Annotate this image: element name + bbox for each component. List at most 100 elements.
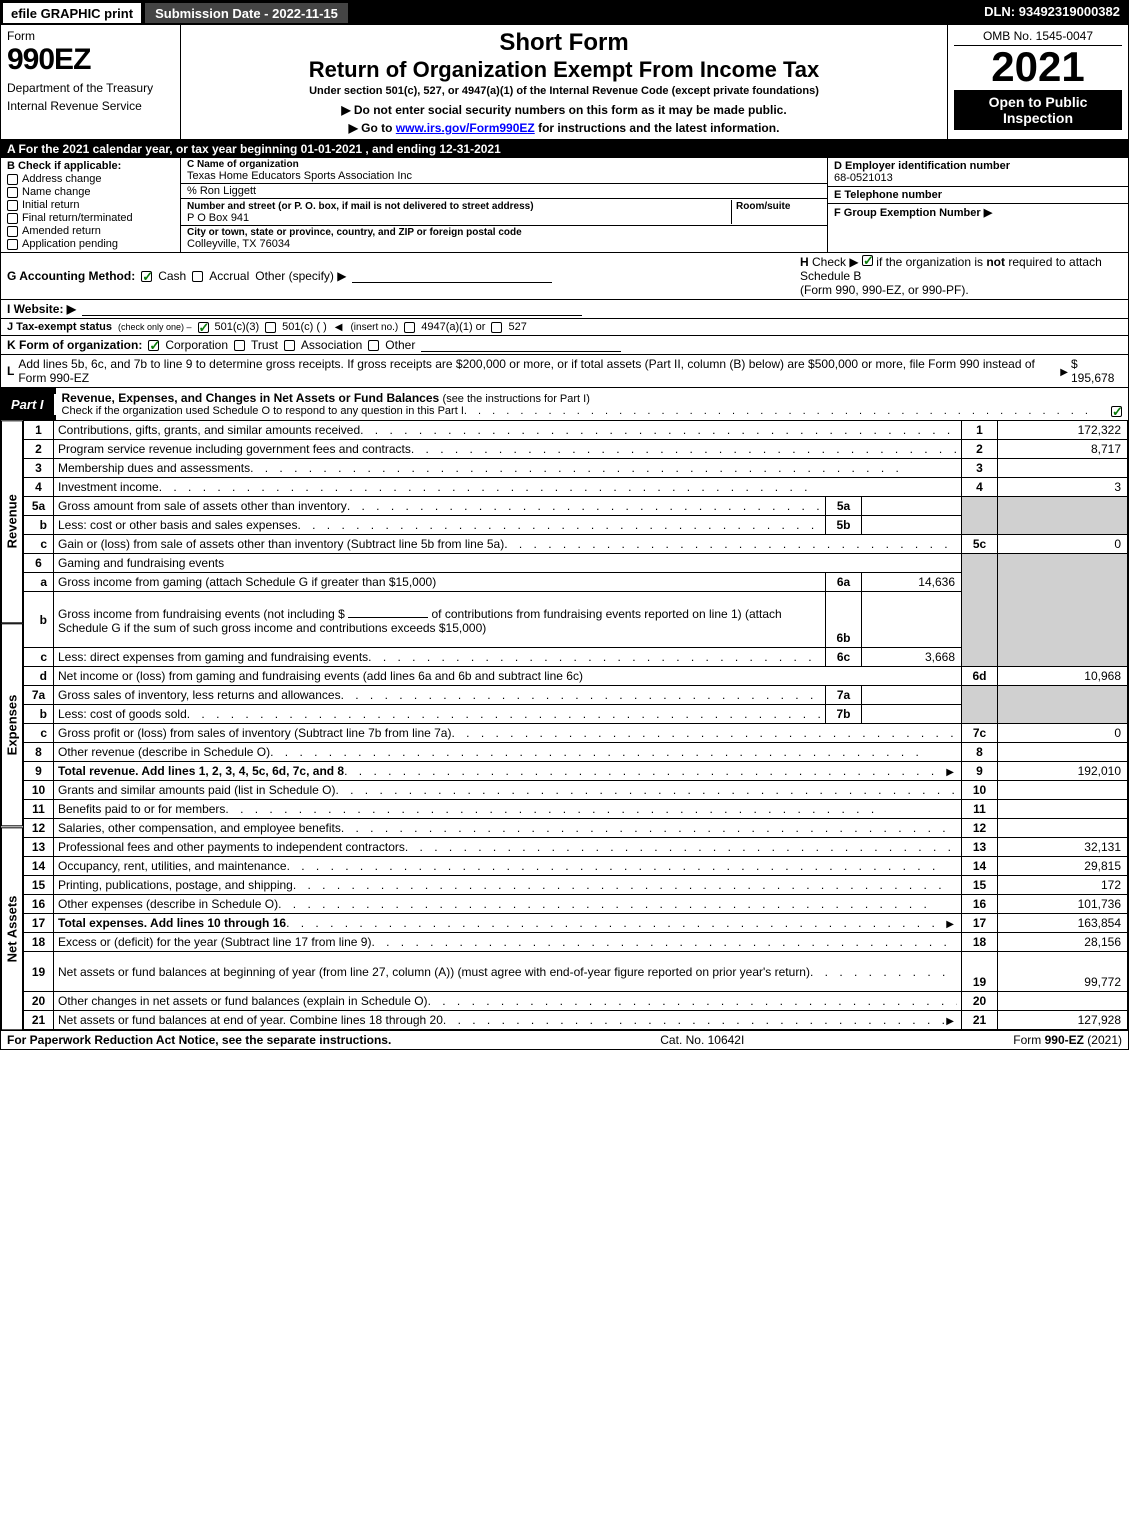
row-desc: Other expenses (describe in Schedule O) — [58, 897, 278, 911]
checkbox-4947-icon[interactable] — [404, 322, 415, 333]
part-1-header: Part I Revenue, Expenses, and Changes in… — [1, 388, 1128, 420]
row-19: 19 Net assets or fund balances at beginn… — [24, 952, 1128, 992]
dot-leader: . . . . . . . . . . . . . . . . . . . . … — [270, 745, 957, 759]
opt-application-pending[interactable]: Application pending — [7, 238, 174, 250]
arrow-icon — [946, 764, 957, 778]
inner-num: 5a — [826, 497, 862, 516]
checkbox-corp-icon[interactable] — [148, 340, 159, 351]
opt-final-return[interactable]: Final return/terminated — [7, 212, 174, 224]
short-form-title: Short Form — [187, 29, 941, 57]
row-desc-cell: Gross sales of inventory, less returns a… — [54, 686, 826, 705]
opt-address-change[interactable]: Address change — [7, 173, 174, 185]
row-desc: Net assets or fund balances at end of ye… — [58, 1013, 443, 1027]
row-desc: Printing, publications, postage, and shi… — [58, 878, 293, 892]
dln-badge: DLN: 93492319000382 — [976, 1, 1128, 25]
other-specify-field[interactable] — [352, 269, 552, 283]
section-d: D Employer identification number 68-0521… — [828, 158, 1128, 187]
footer-right-form: 990-EZ — [1045, 1033, 1084, 1047]
row-ln: 16 — [24, 895, 54, 914]
dln-label: DLN: — [984, 4, 1019, 19]
opt-other-org: Other — [385, 338, 415, 352]
row-desc: Program service revenue including govern… — [58, 442, 411, 456]
row-14: 14 Occupancy, rent, utilities, and maint… — [24, 857, 1128, 876]
row-desc-cell: Gross profit or (loss) from sales of inv… — [54, 724, 962, 743]
line-j: J Tax-exempt status (check only one) ‒ 5… — [1, 319, 1128, 336]
gray-cell — [998, 686, 1128, 724]
line-h: H Check ▶ if the organization is not req… — [792, 255, 1122, 297]
arrow-icon — [946, 1013, 957, 1027]
no-ssn-warning: ▶ Do not enter social security numbers o… — [187, 103, 941, 117]
row-desc: Contributions, gifts, grants, and simila… — [58, 423, 360, 437]
inner-num: 6b — [826, 592, 862, 648]
row-desc: Net income or (loss) from gaming and fun… — [54, 667, 962, 686]
row-ln: 9 — [24, 762, 54, 781]
row-amt: 127,928 — [998, 1011, 1128, 1030]
opt-other: Other (specify) ▶ — [255, 269, 346, 283]
line-k-prefix: K Form of organization: — [7, 338, 142, 352]
goto-suffix: for instructions and the latest informat… — [535, 121, 780, 135]
dot-leader: . . . . . . . . . . . . . . . . . . . . … — [371, 935, 957, 949]
dot-leader: . . . . . . . . . . . . . . . . . . . . … — [297, 518, 821, 532]
row-desc: Total expenses. Add lines 10 through 16 — [58, 916, 286, 930]
part-1-title: Revenue, Expenses, and Changes in Net As… — [62, 391, 440, 405]
checkbox-accrual-icon[interactable] — [192, 271, 203, 282]
row-desc: Less: cost of goods sold — [58, 707, 187, 721]
checkbox-assoc-icon[interactable] — [284, 340, 295, 351]
checkbox-527-icon[interactable] — [491, 322, 502, 333]
checkbox-trust-icon[interactable] — [234, 340, 245, 351]
checkbox-h-icon[interactable] — [862, 255, 873, 266]
vertical-labels-column: Revenue Expenses Net Assets — [1, 420, 23, 1030]
dot-leader: . . . . . . . . . . . . . . . . . . . . … — [187, 707, 821, 721]
checkbox-schedule-o-icon[interactable] — [1111, 406, 1122, 417]
footer-left: For Paperwork Reduction Act Notice, see … — [7, 1033, 391, 1047]
line-j-prefix: J Tax-exempt status — [7, 321, 112, 333]
opt-name-change[interactable]: Name change — [7, 186, 174, 198]
line-l-prefix: L — [7, 364, 14, 378]
opt-initial-return[interactable]: Initial return — [7, 199, 174, 211]
checkbox-other-icon[interactable] — [368, 340, 379, 351]
part-1-table-wrap: 1 Contributions, gifts, grants, and simi… — [23, 420, 1128, 1030]
row-num: 9 — [962, 762, 998, 781]
contrib-field[interactable] — [348, 604, 428, 618]
dot-leader: . . . . . . . . . . . . . . . . . . . . … — [250, 461, 957, 475]
header-right: OMB No. 1545-0047 2021 Open to Public In… — [948, 25, 1128, 139]
opt-amended-return[interactable]: Amended return — [7, 225, 174, 237]
section-c: C Name of organization Texas Home Educat… — [181, 158, 828, 252]
row-ln: 10 — [24, 781, 54, 800]
checkbox-501c3-icon[interactable] — [198, 322, 209, 333]
efile-print-button[interactable]: efile GRAPHIC print — [2, 2, 142, 24]
opt-accrual: Accrual — [209, 269, 249, 283]
form-number: 990EZ — [7, 43, 174, 77]
row-desc-cell: Less: cost or other basis and sales expe… — [54, 516, 826, 535]
row-desc: Occupancy, rent, utilities, and maintena… — [58, 859, 287, 873]
row-amt — [998, 800, 1128, 819]
dot-leader: . . . . . . . . . . . . . . . . . . . . … — [451, 726, 957, 740]
row-num: 21 — [962, 1011, 998, 1030]
opt-501c: 501(c) ( ) — [282, 321, 327, 333]
section-def: D Employer identification number 68-0521… — [828, 158, 1128, 252]
row-amt: 0 — [998, 535, 1128, 554]
line-l: L Add lines 5b, 6c, and 7b to line 9 to … — [1, 355, 1128, 388]
row-ln: 7a — [24, 686, 54, 705]
row-num: 11 — [962, 800, 998, 819]
under-section: Under section 501(c), 527, or 4947(a)(1)… — [187, 85, 941, 97]
row-desc1: Gross income from fundraising events (no… — [58, 607, 345, 621]
gray-cell — [998, 497, 1128, 535]
row-num: 3 — [962, 459, 998, 478]
row-7c: c Gross profit or (loss) from sales of i… — [24, 724, 1128, 743]
row-num: 18 — [962, 933, 998, 952]
submission-date-label: Submission Date - — [155, 6, 272, 21]
care-of-cell: % Ron Liggett — [181, 184, 827, 199]
line-g: G Accounting Method: Cash Accrual Other … — [7, 255, 792, 297]
checkbox-501c-icon[interactable] — [265, 322, 276, 333]
footer-right-pre: Form — [1013, 1033, 1044, 1047]
inner-amt — [862, 592, 962, 648]
checkbox-cash-icon[interactable] — [141, 271, 152, 282]
other-org-field[interactable] — [421, 338, 621, 352]
irs-link[interactable]: www.irs.gov/Form990EZ — [396, 121, 535, 135]
row-17: 17 Total expenses. Add lines 10 through … — [24, 914, 1128, 933]
form-990ez: efile GRAPHIC print Submission Date - 20… — [0, 0, 1129, 1050]
website-field[interactable] — [82, 302, 582, 316]
row-desc: Total revenue. Add lines 1, 2, 3, 4, 5c,… — [58, 764, 344, 778]
row-ln: 12 — [24, 819, 54, 838]
